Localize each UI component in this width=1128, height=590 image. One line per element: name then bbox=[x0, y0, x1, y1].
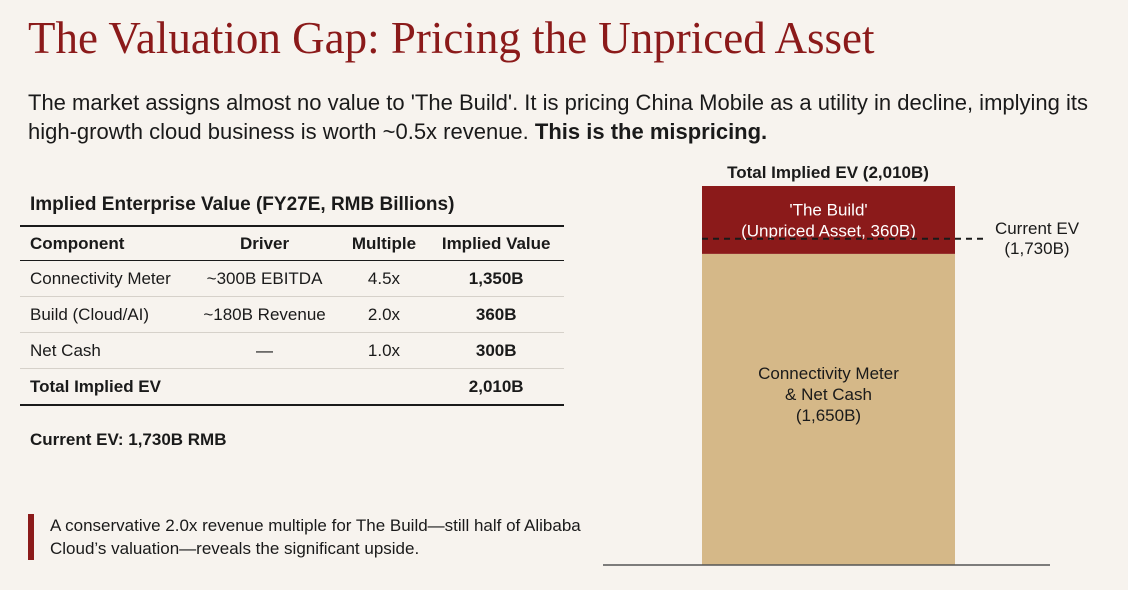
bar-segment-1 bbox=[702, 186, 955, 254]
cell-driver: ~300B EBITDA bbox=[189, 260, 340, 297]
cell-empty bbox=[339, 368, 429, 406]
cell-component: Build (Cloud/AI) bbox=[20, 296, 190, 333]
bar-segment-label-line: 'The Build' bbox=[789, 200, 867, 219]
cell-driver: — bbox=[189, 332, 340, 369]
bar-segment-label-1: 'The Build' (Unpriced Asset, 360B) bbox=[741, 200, 916, 240]
subtitle: The market assigns almost no value to 'T… bbox=[28, 88, 1098, 146]
table-row: Connectivity Meter ~300B EBITDA 4.5x 1,3… bbox=[20, 260, 564, 297]
column-header-implied-value: Implied Value bbox=[428, 225, 564, 261]
current-ev-note: Current EV: 1,730B RMB bbox=[30, 430, 227, 449]
bar-segment-0 bbox=[702, 253, 955, 565]
cell-implied-value: 360B bbox=[428, 296, 564, 333]
implied-ev-table: Component Driver Multiple Implied Value … bbox=[20, 225, 564, 406]
bar-segment-label-0: Connectivity Meter & Net Cash (1,650B) bbox=[758, 364, 899, 425]
cell-implied-value: 300B bbox=[428, 332, 564, 369]
bar-segment-label-line: & Net Cash bbox=[785, 385, 872, 404]
bar-segment-label-line: (Unpriced Asset, 360B) bbox=[741, 221, 916, 240]
current-ev-label-line: (1,730B) bbox=[1004, 239, 1069, 258]
bar-segment-label-line: (1,650B) bbox=[796, 406, 861, 425]
table-title: Implied Enterprise Value (FY27E, RMB Bil… bbox=[30, 194, 455, 215]
column-header-multiple: Multiple bbox=[339, 225, 429, 261]
table-total-row: Total Implied EV 2,010B bbox=[20, 368, 564, 406]
cell-component: Net Cash bbox=[20, 332, 190, 369]
subtitle-emphasis: This is the mispricing. bbox=[534, 119, 768, 144]
chart-reference: Current EV (1,730B) bbox=[702, 219, 1080, 258]
table-header-row: Component Driver Multiple Implied Value bbox=[20, 225, 564, 261]
cell-multiple: 1.0x bbox=[339, 332, 429, 369]
cell-total-label: Total Implied EV bbox=[20, 368, 190, 406]
page-title: The Valuation Gap: Pricing the Unpriced … bbox=[28, 13, 875, 63]
table-row: Build (Cloud/AI) ~180B Revenue 2.0x 360B bbox=[20, 296, 564, 333]
subtitle-text: The market assigns almost no value to 'T… bbox=[28, 90, 1088, 144]
cell-multiple: 2.0x bbox=[339, 296, 429, 333]
current-ev-label-line: Current EV bbox=[995, 219, 1080, 238]
column-header-driver: Driver bbox=[189, 225, 340, 261]
bar-segment-label-line: Connectivity Meter bbox=[758, 364, 899, 383]
cell-empty bbox=[189, 368, 340, 406]
chart-title: Total Implied EV (2,010B) bbox=[727, 163, 929, 182]
current-ev-label: Current EV (1,730B) bbox=[995, 219, 1080, 258]
callout-quote: A conservative 2.0x revenue multiple for… bbox=[28, 514, 590, 560]
chart-bars: Connectivity Meter & Net Cash (1,650B) 'The… bbox=[702, 186, 955, 565]
cell-driver: ~180B Revenue bbox=[189, 296, 340, 333]
column-header-component: Component bbox=[20, 225, 190, 261]
cell-multiple: 4.5x bbox=[339, 260, 429, 297]
cell-implied-value: 1,350B bbox=[428, 260, 564, 297]
table-row: Net Cash — 1.0x 300B bbox=[20, 332, 564, 369]
cell-component: Connectivity Meter bbox=[20, 260, 190, 297]
cell-total-value: 2,010B bbox=[428, 368, 564, 406]
